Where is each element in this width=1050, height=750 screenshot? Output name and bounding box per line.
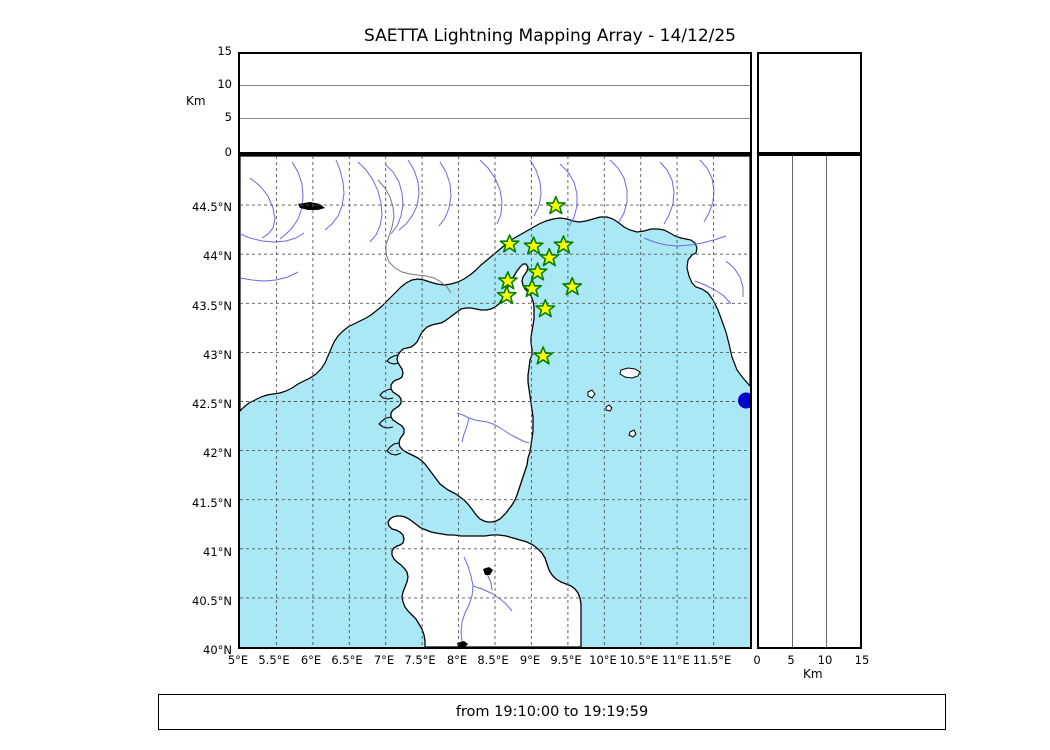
station-marker <box>523 236 544 255</box>
map-lon-tick-9.5: 9.5°E <box>550 653 582 667</box>
station-marker <box>535 299 556 318</box>
corner-panel <box>757 52 862 154</box>
map-lon-tick-5.5: 5.5°E <box>258 653 290 667</box>
station-marker <box>522 278 543 298</box>
map-lat-tick-43.5: 43.5°N <box>192 299 232 313</box>
map-lat-tick-44: 44°N <box>203 249 232 263</box>
map-lon-tick-9: 9°E <box>519 653 541 667</box>
top-altitude-panel <box>238 52 752 154</box>
right-panel-xtick-15: 15 <box>854 653 870 667</box>
map-lon-tick-7.5: 7.5°E <box>404 653 436 667</box>
small-island-a <box>628 429 637 438</box>
top-panel-ytick-0: 0 <box>224 145 232 159</box>
monte-cristo-island <box>605 404 613 412</box>
top-panel-ytick-5: 5 <box>224 110 232 124</box>
station-markers-layer <box>496 195 583 365</box>
page-title: SAETTA Lightning Mapping Array - 14/12/2… <box>364 26 736 46</box>
map-lon-tick-10: 10°E <box>589 653 617 667</box>
map-lon-tick-5: 5°E <box>227 653 249 667</box>
map-lat-tick-42.5: 42.5°N <box>192 397 232 411</box>
station-marker <box>545 195 566 215</box>
station-marker <box>499 234 520 253</box>
map-lat-tick-40: 40°N <box>203 643 232 657</box>
right-panel-xlabel: Km <box>803 667 823 681</box>
map-lon-tick-10.5: 10.5°E <box>619 653 659 667</box>
map-lon-tick-11: 11°E <box>662 653 690 667</box>
map-lat-tick-44.5: 44.5°N <box>192 200 232 214</box>
right-panel-xtick-10: 10 <box>817 653 833 667</box>
station-marker <box>553 235 574 254</box>
station-marker <box>539 248 560 267</box>
time-range-status-bar: from 19:10:00 to 19:19:59 <box>158 694 946 730</box>
administrative-borders <box>377 179 452 294</box>
map-lon-tick-6.5: 6.5°E <box>331 653 363 667</box>
coast-accent <box>298 202 325 210</box>
map-lon-tick-8: 8°E <box>446 653 468 667</box>
right-panel-gridline-5 <box>792 156 793 647</box>
map-lon-tick-11.5: 11.5°E <box>692 653 732 667</box>
map-panel[interactable] <box>238 154 752 649</box>
top-panel-ytick-15: 15 <box>217 44 232 58</box>
capraia-island <box>587 389 596 399</box>
top-panel-ytick-10: 10 <box>217 77 232 91</box>
right-altitude-panel <box>757 154 862 649</box>
source-markers-layer <box>738 392 750 409</box>
map-lat-tick-41: 41°N <box>203 545 232 559</box>
top-panel-gridline-10 <box>240 85 750 86</box>
station-marker <box>496 285 517 305</box>
right-panel-xtick-0: 0 <box>753 653 761 667</box>
map-lon-tick-7: 7°E <box>373 653 395 667</box>
vhf-source-marker <box>738 392 750 409</box>
time-range-text: from 19:10:00 to 19:19:59 <box>455 704 649 720</box>
elba-island <box>619 367 641 379</box>
corsica-landmass <box>390 263 535 523</box>
lakes-layer <box>457 567 493 647</box>
map-gridlines <box>240 156 750 647</box>
right-panel-gridline-10 <box>826 156 827 647</box>
top-panel-ylabel: Km <box>186 94 206 108</box>
rivers-layer <box>240 159 744 643</box>
map-lat-tick-40.5: 40.5°N <box>192 594 232 608</box>
map-lon-tick-8.5: 8.5°E <box>477 653 509 667</box>
map-lat-tick-43: 43°N <box>203 348 232 362</box>
map-lon-tick-6: 6°E <box>300 653 322 667</box>
sardinia-landmass <box>387 515 582 647</box>
station-marker <box>562 276 583 296</box>
map-lat-tick-41.5: 41.5°N <box>192 496 232 510</box>
right-panel-xtick-5: 5 <box>787 653 795 667</box>
station-marker <box>533 346 554 365</box>
corsica-west-coast-detail <box>378 354 402 456</box>
top-panel-gridline-5 <box>240 118 750 119</box>
station-marker <box>497 271 518 290</box>
station-marker <box>527 262 548 281</box>
map-lat-tick-42: 42°N <box>203 446 232 460</box>
